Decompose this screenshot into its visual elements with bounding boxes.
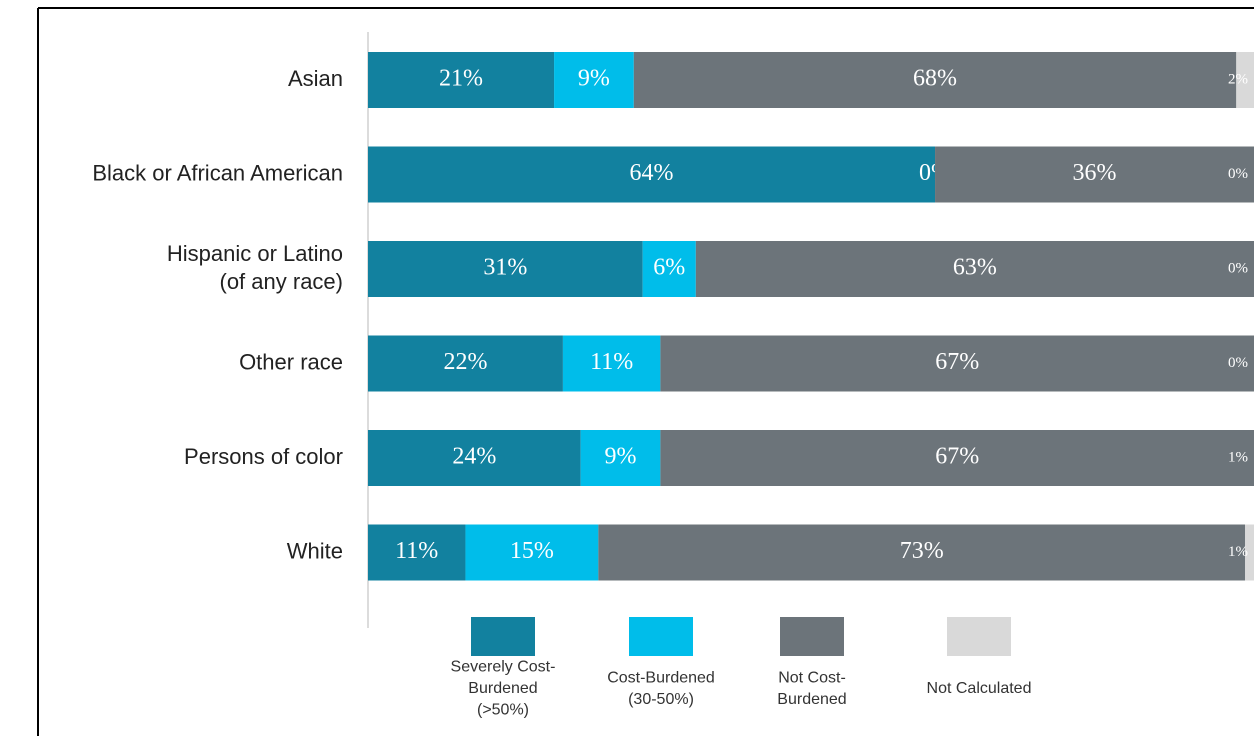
category-label: White <box>287 538 343 563</box>
value-label: 22% <box>443 349 487 375</box>
bar-segment <box>633 52 1237 108</box>
bar-segment <box>660 430 1254 486</box>
value-label: 0% <box>1228 260 1248 276</box>
legend-label: Not Cost-Burdened <box>777 669 846 708</box>
value-label: 67% <box>935 444 979 470</box>
bar-segment <box>935 146 1254 203</box>
bar-segment <box>368 146 936 203</box>
bar-segment <box>554 52 634 108</box>
value-label: 2% <box>1228 71 1248 87</box>
category-label: Persons of color <box>184 444 343 469</box>
legend-label: Cost-Burdened (30-50%) <box>607 669 715 708</box>
value-label: 11% <box>395 538 438 564</box>
bar-segment <box>1236 52 1254 108</box>
category-label: Asian <box>288 66 343 91</box>
bar-segment <box>598 524 1246 581</box>
bar-segment <box>368 524 466 581</box>
value-label: 31% <box>483 255 527 281</box>
value-label: 11% <box>590 349 633 375</box>
category-label: Other race <box>239 349 343 374</box>
legend-swatch <box>780 617 844 656</box>
value-label: 1% <box>1228 544 1248 560</box>
category-label: Hispanic or Latino (of any race) <box>167 241 343 294</box>
value-label: 36% <box>1073 160 1117 186</box>
value-label: 68% <box>913 66 957 92</box>
bar-segment <box>368 335 563 392</box>
value-label: 9% <box>578 66 610 92</box>
bar-segment <box>562 335 661 392</box>
value-label: 64% <box>630 160 674 186</box>
legend-label: Severely Cost-Burdened (>50%) <box>451 659 556 719</box>
bar-segment <box>465 524 599 581</box>
legend-label: Not Calculated <box>927 680 1032 697</box>
value-label: 1% <box>1228 449 1248 465</box>
value-label: 0% <box>1228 166 1248 182</box>
value-label: 9% <box>605 444 637 470</box>
bar-segment <box>642 241 696 297</box>
value-label: 6% <box>653 255 685 281</box>
value-label: 67% <box>935 349 979 375</box>
bar-segment <box>580 430 661 486</box>
bar-segment <box>368 52 555 108</box>
legend-swatch <box>947 617 1011 656</box>
value-label: 21% <box>439 66 483 92</box>
bar-segment <box>1245 524 1254 581</box>
bar-segment <box>368 241 643 297</box>
bar-segment <box>660 335 1254 392</box>
legend-swatch <box>471 617 535 656</box>
value-label: 24% <box>452 444 496 470</box>
bar-segment <box>695 241 1254 297</box>
value-label: 73% <box>900 538 944 564</box>
value-label: 15% <box>510 538 554 564</box>
bar-segment <box>368 430 581 486</box>
category-label: Black or African American <box>92 160 343 185</box>
value-label: 0% <box>1228 355 1248 371</box>
legend-swatch <box>629 617 693 656</box>
value-label: 63% <box>953 255 997 281</box>
